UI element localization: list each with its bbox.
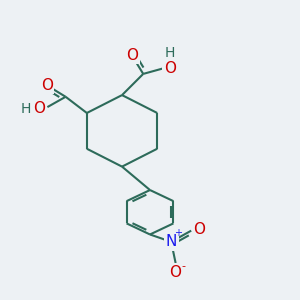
Text: O: O <box>126 48 138 63</box>
Text: O: O <box>41 77 53 92</box>
Text: O: O <box>164 61 176 76</box>
Text: +: + <box>174 228 182 238</box>
Text: N: N <box>166 234 177 249</box>
Text: O: O <box>169 265 181 280</box>
Text: H: H <box>21 102 32 116</box>
Text: H: H <box>164 46 175 60</box>
Text: O: O <box>194 222 206 237</box>
Text: -: - <box>182 261 186 271</box>
Text: O: O <box>33 101 45 116</box>
